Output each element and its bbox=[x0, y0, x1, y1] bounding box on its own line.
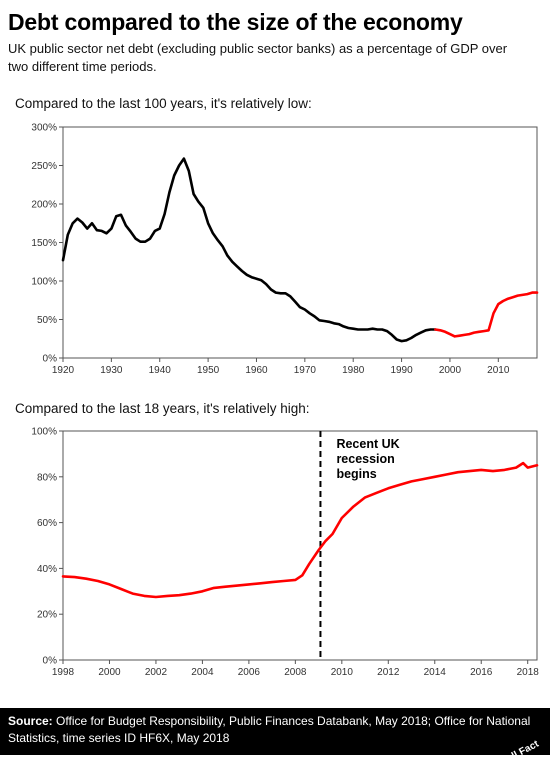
x-tick-label: 2000 bbox=[439, 365, 462, 376]
y-tick-label: 40% bbox=[37, 564, 57, 575]
x-tick-label: 1950 bbox=[197, 365, 220, 376]
page-title: Debt compared to the size of the economy bbox=[8, 9, 463, 35]
x-tick-label: 2016 bbox=[470, 667, 493, 678]
chart-1-panel-title: Compared to the last 100 years, it's rel… bbox=[15, 96, 312, 111]
source-label: Source: bbox=[8, 714, 53, 728]
series-line-0 bbox=[61, 461, 539, 599]
x-tick-label: 2010 bbox=[487, 365, 510, 376]
y-tick-label: 100% bbox=[31, 427, 57, 438]
y-tick-label: 0% bbox=[43, 354, 58, 365]
recent-debt-chart: 0% 20% 40% 60% 80% 100% 1998 2000 2002 2004 2006 20… bbox=[31, 427, 540, 679]
y-tick-label: 0% bbox=[43, 656, 58, 667]
y-tick-label: 20% bbox=[37, 610, 57, 621]
x-tick-label: 1998 bbox=[52, 667, 75, 678]
recession-annotation-text: recession bbox=[336, 452, 394, 466]
plot-frame bbox=[62, 430, 538, 661]
x-tick-label: 2012 bbox=[377, 667, 400, 678]
recession-annotation-text: Recent UK bbox=[336, 437, 399, 451]
x-tick-label: 1980 bbox=[342, 365, 365, 376]
x-tick-label: 2004 bbox=[191, 667, 214, 678]
recession-annotation-text: begins bbox=[336, 467, 376, 481]
x-tick-label: 2014 bbox=[424, 667, 447, 678]
y-tick-label: 150% bbox=[31, 238, 57, 249]
century-debt-chart: 0% 50% 100% 150% 200% 250% 300% 1920 1930 1940 195… bbox=[31, 123, 539, 376]
x-tick-label: 2000 bbox=[98, 667, 121, 678]
x-tick-label: 1970 bbox=[294, 365, 317, 376]
y-tick-label: 200% bbox=[31, 200, 57, 211]
y-tick-label: 50% bbox=[37, 315, 57, 326]
x-tick-label: 1990 bbox=[390, 365, 413, 376]
full-fact-logo: Full Fact bbox=[499, 738, 541, 768]
source-footer: Source: Office for Budget Responsibility… bbox=[0, 708, 550, 768]
x-tick-label: 1940 bbox=[149, 365, 172, 376]
y-tick-label: 100% bbox=[31, 277, 57, 288]
x-tick-label: 1920 bbox=[52, 365, 75, 376]
x-tick-label: 2018 bbox=[517, 667, 540, 678]
x-tick-label: 1960 bbox=[245, 365, 268, 376]
y-tick-label: 250% bbox=[31, 161, 57, 172]
x-tick-label: 1930 bbox=[100, 365, 123, 376]
y-tick-label: 80% bbox=[37, 472, 57, 483]
x-tick-label: 2006 bbox=[238, 667, 261, 678]
plot-frame bbox=[62, 126, 538, 359]
chart-2-panel-title: Compared to the last 18 years, it's rela… bbox=[15, 401, 310, 416]
y-tick-label: 60% bbox=[37, 518, 57, 529]
y-tick-label: 300% bbox=[31, 123, 57, 134]
page-subtitle: UK public sector net debt (excluding pub… bbox=[8, 41, 508, 74]
x-tick-label: 2010 bbox=[331, 667, 354, 678]
source-text: Office for Budget Responsibility, Public… bbox=[8, 714, 531, 745]
x-tick-label: 2008 bbox=[284, 667, 307, 678]
series-line-1 bbox=[434, 291, 539, 338]
series-line-0 bbox=[61, 157, 437, 343]
x-tick-label: 2002 bbox=[145, 667, 168, 678]
